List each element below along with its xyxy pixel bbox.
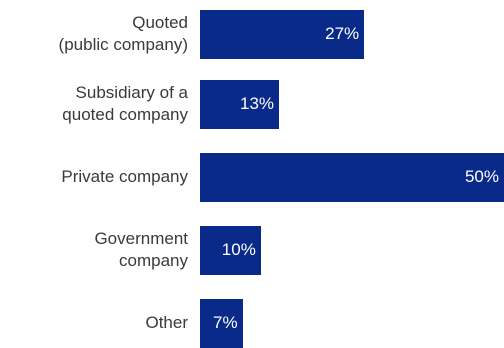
category-label-line: Private company [61, 167, 188, 186]
category-label-line: (public company) [58, 35, 188, 54]
bar-value-label: 7% [212, 313, 238, 332]
bar [200, 298, 243, 348]
category-label: Private company [3, 166, 188, 188]
bar-value-label: 50% [464, 167, 499, 186]
bar [200, 225, 261, 275]
bar-value-label: 10% [221, 240, 256, 259]
category-label: Quoted (public company) [3, 12, 188, 56]
bar [200, 79, 280, 129]
category-label-line: Other [145, 313, 188, 332]
bar-value-label: 13% [240, 94, 275, 113]
category-label-line: Government [94, 229, 188, 248]
category-label: Subsidiary of a quoted company [3, 82, 188, 126]
bar [200, 9, 365, 59]
category-label-line: Subsidiary of a [75, 83, 188, 102]
category-label: Government company [3, 228, 188, 272]
category-label-line: quoted company [62, 105, 188, 124]
category-label-line: company [119, 251, 188, 270]
category-label: Other [3, 312, 188, 334]
bar-value-label: 27% [325, 24, 360, 43]
bar [200, 152, 504, 202]
category-label-line: Quoted [132, 13, 188, 32]
